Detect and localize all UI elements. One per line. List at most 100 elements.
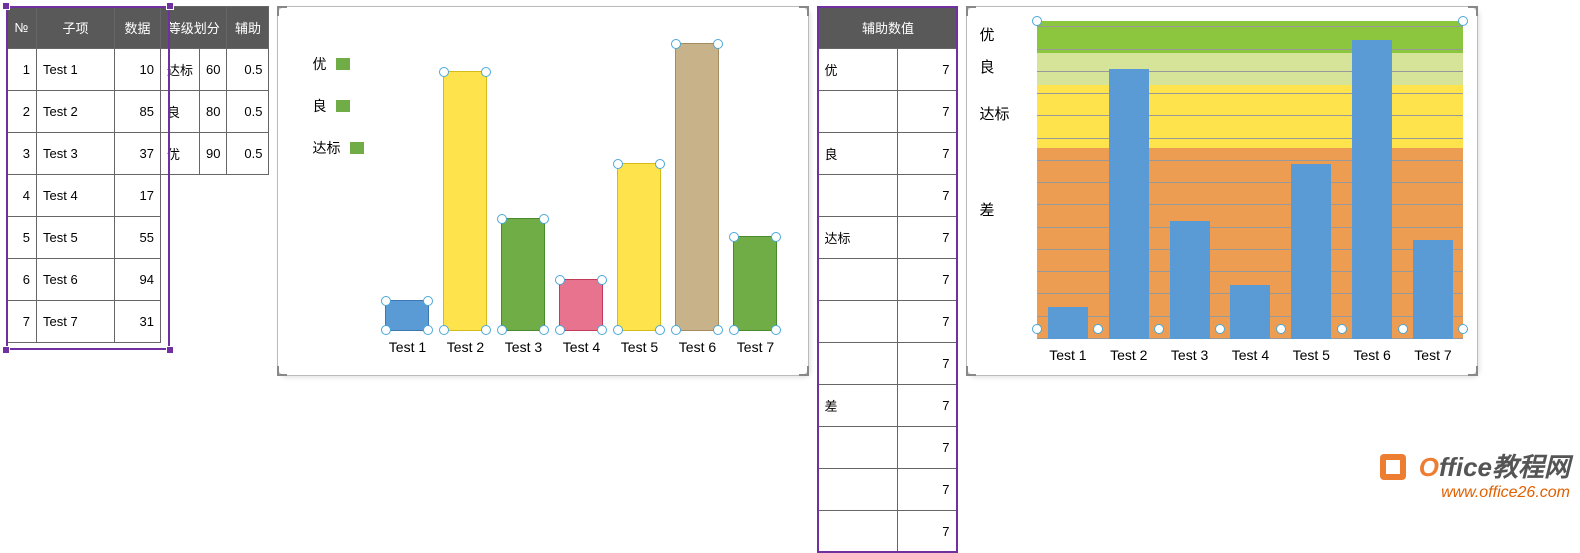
data-marker[interactable] bbox=[381, 325, 391, 335]
cell-label[interactable]: 优 bbox=[818, 49, 898, 91]
cell-n[interactable]: 7 bbox=[7, 301, 37, 343]
table-row[interactable]: 优7 bbox=[818, 49, 958, 91]
table-row[interactable]: 1Test 110达标600.5 bbox=[7, 49, 269, 91]
frame-handle[interactable] bbox=[966, 366, 976, 376]
cell-label[interactable] bbox=[818, 301, 898, 343]
cell-gval[interactable]: 80 bbox=[200, 91, 227, 133]
cell-aux[interactable]: 0.5 bbox=[227, 133, 269, 175]
cell-n[interactable]: 3 bbox=[7, 133, 37, 175]
data-marker[interactable] bbox=[555, 275, 565, 285]
data-marker[interactable] bbox=[1458, 16, 1468, 26]
table-row[interactable]: 7Test 731 bbox=[7, 301, 269, 343]
cell-name[interactable]: Test 3 bbox=[37, 133, 115, 175]
data-marker[interactable] bbox=[1398, 324, 1408, 334]
data-marker[interactable] bbox=[655, 325, 665, 335]
data-marker[interactable] bbox=[539, 214, 549, 224]
table-row[interactable]: 7 bbox=[818, 511, 958, 553]
cell-value[interactable]: 7 bbox=[898, 469, 958, 511]
cell-grade[interactable]: 优 bbox=[161, 133, 200, 175]
cell-value[interactable]: 7 bbox=[898, 427, 958, 469]
cell-val[interactable]: 10 bbox=[115, 49, 161, 91]
selection-handle[interactable] bbox=[166, 346, 174, 354]
cell-n[interactable]: 2 bbox=[7, 91, 37, 133]
cell-label[interactable] bbox=[818, 175, 898, 217]
table-row[interactable]: 7 bbox=[818, 469, 958, 511]
data-marker[interactable] bbox=[1093, 324, 1103, 334]
data-marker[interactable] bbox=[613, 159, 623, 169]
cell-value[interactable]: 7 bbox=[898, 133, 958, 175]
data-marker[interactable] bbox=[1154, 324, 1164, 334]
cell-name[interactable]: Test 7 bbox=[37, 301, 115, 343]
data-marker[interactable] bbox=[497, 325, 507, 335]
table-row[interactable]: 良7 bbox=[818, 133, 958, 175]
data-marker[interactable] bbox=[1276, 324, 1286, 334]
cell-val[interactable]: 85 bbox=[115, 91, 161, 133]
data-marker[interactable] bbox=[439, 325, 449, 335]
cell-value[interactable]: 7 bbox=[898, 301, 958, 343]
chart-banded-bars[interactable]: 差达标良优 Test 1Test 2Test 3Test 4Test 5Test… bbox=[966, 6, 1478, 376]
frame-handle[interactable] bbox=[799, 366, 809, 376]
data-marker[interactable] bbox=[713, 39, 723, 49]
bar[interactable] bbox=[1291, 164, 1331, 339]
data-marker[interactable] bbox=[539, 325, 549, 335]
cell-n[interactable]: 5 bbox=[7, 217, 37, 259]
cell-name[interactable]: Test 4 bbox=[37, 175, 115, 217]
cell-name[interactable]: Test 1 bbox=[37, 49, 115, 91]
cell-value[interactable]: 7 bbox=[898, 385, 958, 427]
data-marker[interactable] bbox=[481, 67, 491, 77]
table-row[interactable]: 差7 bbox=[818, 385, 958, 427]
table-row[interactable]: 达标7 bbox=[818, 217, 958, 259]
cell-name[interactable]: Test 5 bbox=[37, 217, 115, 259]
data-marker[interactable] bbox=[671, 325, 681, 335]
data-marker[interactable] bbox=[613, 325, 623, 335]
cell-val[interactable]: 17 bbox=[115, 175, 161, 217]
table-row[interactable]: 6Test 694 bbox=[7, 259, 269, 301]
frame-handle[interactable] bbox=[277, 366, 287, 376]
bar[interactable] bbox=[733, 236, 777, 331]
cell-value[interactable]: 7 bbox=[898, 343, 958, 385]
chart-legend-bars[interactable]: 优良达标 Test 1Test 2Test 3Test 4Test 5Test … bbox=[277, 6, 809, 376]
data-marker[interactable] bbox=[597, 275, 607, 285]
cell-val[interactable]: 31 bbox=[115, 301, 161, 343]
cell-value[interactable]: 7 bbox=[898, 91, 958, 133]
data-marker[interactable] bbox=[1337, 324, 1347, 334]
bar[interactable] bbox=[1170, 221, 1210, 339]
table-row[interactable]: 3Test 337优900.5 bbox=[7, 133, 269, 175]
cell-val[interactable]: 37 bbox=[115, 133, 161, 175]
bar[interactable] bbox=[617, 163, 661, 331]
cell-value[interactable]: 7 bbox=[898, 259, 958, 301]
bar[interactable] bbox=[385, 300, 429, 331]
bar[interactable] bbox=[443, 71, 487, 331]
cell-gval[interactable]: 60 bbox=[200, 49, 227, 91]
table-row[interactable]: 2Test 285良800.5 bbox=[7, 91, 269, 133]
bar[interactable] bbox=[501, 218, 545, 331]
data-marker[interactable] bbox=[771, 232, 781, 242]
data-marker[interactable] bbox=[1032, 324, 1042, 334]
data-marker[interactable] bbox=[481, 325, 491, 335]
cell-name[interactable]: Test 2 bbox=[37, 91, 115, 133]
cell-grade[interactable]: 良 bbox=[161, 91, 200, 133]
table-row[interactable]: 7 bbox=[818, 259, 958, 301]
cell-value[interactable]: 7 bbox=[898, 511, 958, 553]
cell-gval[interactable]: 90 bbox=[200, 133, 227, 175]
data-marker[interactable] bbox=[671, 39, 681, 49]
cell-name[interactable]: Test 6 bbox=[37, 259, 115, 301]
table-row[interactable]: 7 bbox=[818, 175, 958, 217]
cell-label[interactable] bbox=[818, 91, 898, 133]
table-row[interactable]: 7 bbox=[818, 427, 958, 469]
data-marker[interactable] bbox=[771, 325, 781, 335]
cell-aux[interactable]: 0.5 bbox=[227, 91, 269, 133]
bar[interactable] bbox=[675, 43, 719, 331]
data-marker[interactable] bbox=[423, 325, 433, 335]
data-marker[interactable] bbox=[729, 325, 739, 335]
bar[interactable] bbox=[559, 279, 603, 331]
cell-label[interactable] bbox=[818, 259, 898, 301]
cell-label[interactable] bbox=[818, 343, 898, 385]
data-marker[interactable] bbox=[655, 159, 665, 169]
cell-aux[interactable]: 0.5 bbox=[227, 49, 269, 91]
table-row[interactable]: 4Test 417 bbox=[7, 175, 269, 217]
bar[interactable] bbox=[1109, 69, 1149, 339]
table-row[interactable]: 5Test 555 bbox=[7, 217, 269, 259]
data-marker[interactable] bbox=[729, 232, 739, 242]
data-marker[interactable] bbox=[1215, 324, 1225, 334]
